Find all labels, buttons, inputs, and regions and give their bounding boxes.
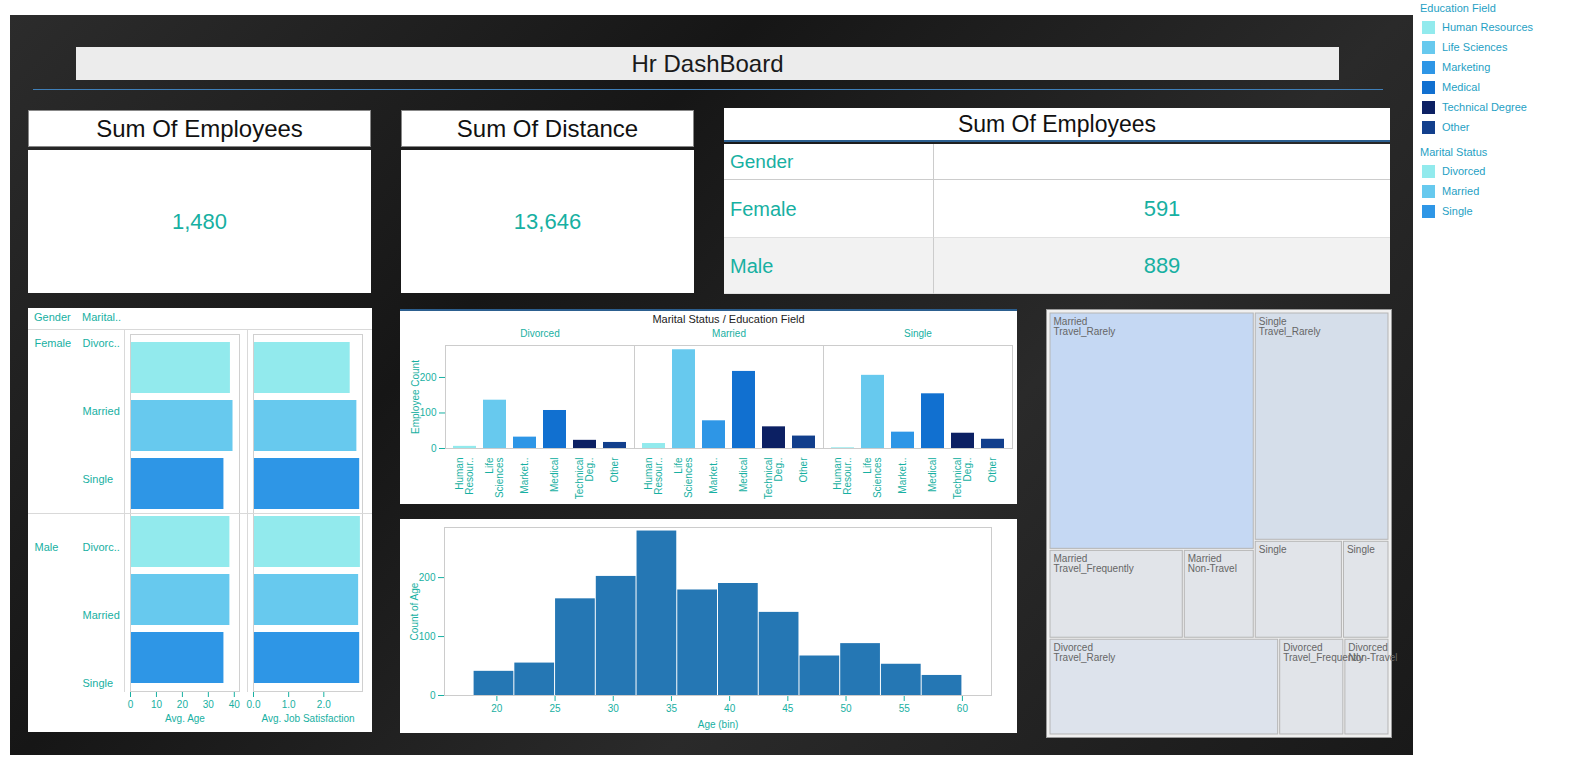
svg-text:Married: Married — [712, 328, 746, 339]
svg-text:SingleTravel_Rarely: SingleTravel_Rarely — [1259, 316, 1321, 337]
svg-text:HumanResour..: HumanResour.. — [832, 458, 853, 495]
svg-text:Employee Count: Employee Count — [410, 360, 421, 434]
html-text:Marketing: Marketing — [1442, 61, 1491, 73]
svg-text:60: 60 — [957, 703, 969, 714]
html-text:Gender: Gender — [34, 311, 71, 323]
svg-text:MarriedTravel_Rarely: MarriedTravel_Rarely — [1054, 316, 1116, 337]
svg-text:DivorcedNon-Travel: DivorcedNon-Travel — [1348, 642, 1397, 663]
svg-text:Other: Other — [987, 457, 998, 483]
svg-text:200: 200 — [419, 572, 436, 583]
svg-text:LifeSciences: LifeSciences — [862, 457, 883, 498]
html-text:591: 591 — [1143, 195, 1181, 221]
svg-text:0: 0 — [431, 443, 437, 454]
svg-text:10: 10 — [151, 699, 163, 710]
html-text:Gender: Gender — [730, 151, 794, 172]
html-text:Single: Single — [1442, 205, 1473, 217]
svg-text:MarriedTravel_Frequently: MarriedTravel_Frequently — [1054, 553, 1134, 574]
svg-text:Avg. Job Satisfaction: Avg. Job Satisfaction — [261, 713, 354, 724]
html-text:Travel_Frequently: Travel_Frequently — [1283, 651, 1364, 663]
html-text:Male: Male — [730, 255, 774, 277]
svg-text:Count of Age: Count of Age — [409, 582, 420, 640]
svg-text:2.0: 2.0 — [317, 699, 331, 710]
svg-text:45: 45 — [782, 703, 794, 714]
html-text:Medical: Medical — [1442, 81, 1480, 93]
svg-text:Other: Other — [609, 457, 620, 483]
svg-text:100: 100 — [419, 631, 436, 642]
svg-text:50: 50 — [840, 703, 852, 714]
svg-text:20: 20 — [177, 699, 189, 710]
html-text:Marital Status / Education Fie: Marital Status / Education Field — [652, 313, 805, 325]
svg-text:HumanResour..: HumanResour.. — [643, 458, 664, 495]
svg-text:Market..: Market.. — [519, 458, 530, 494]
svg-text:Avg. Age: Avg. Age — [165, 713, 205, 724]
html-text:Life Sciences: Life Sciences — [1442, 41, 1508, 53]
svg-text:30: 30 — [203, 699, 215, 710]
svg-text:TechnicalDeg..: TechnicalDeg.. — [574, 458, 595, 500]
svg-text:55: 55 — [899, 703, 911, 714]
svg-text:Market..: Market.. — [897, 458, 908, 494]
svg-text:Divorced: Divorced — [520, 328, 559, 339]
html-text:Marital..: Marital.. — [82, 311, 122, 323]
svg-text:30: 30 — [608, 703, 620, 714]
html-text:Hr DashBoard: Hr DashBoard — [631, 49, 784, 77]
html-text:889: 889 — [1143, 252, 1181, 278]
svg-text:Market..: Market.. — [708, 458, 719, 494]
svg-text:Medical: Medical — [738, 458, 749, 492]
svg-text:20: 20 — [491, 703, 503, 714]
html-text:Marital Status: Marital Status — [1420, 146, 1488, 158]
html-text:Female: Female — [730, 198, 797, 220]
html-text:Human Resources: Human Resources — [1442, 21, 1534, 33]
svg-text:40: 40 — [724, 703, 736, 714]
svg-text:Single: Single — [83, 473, 114, 485]
svg-text:Married: Married — [83, 405, 120, 417]
svg-text:Medical: Medical — [927, 458, 938, 492]
svg-text:HumanResour..: HumanResour.. — [454, 458, 475, 495]
html-text:Other: Other — [1442, 121, 1470, 133]
svg-text:40: 40 — [229, 699, 241, 710]
svg-text:DivorcedTravel_Rarely: DivorcedTravel_Rarely — [1054, 642, 1116, 663]
svg-text:Divorc..: Divorc.. — [83, 541, 120, 553]
svg-text:200: 200 — [420, 372, 437, 383]
html-text:Technical Degree: Technical Degree — [1442, 101, 1527, 113]
html-text:Education Field: Education Field — [1420, 2, 1496, 14]
svg-text:Male: Male — [35, 541, 59, 553]
svg-text:0: 0 — [430, 690, 436, 701]
html-text:Sum Of Employees: Sum Of Employees — [96, 114, 303, 142]
html-text:13,646: 13,646 — [513, 208, 582, 234]
html-text:Sum Of Employees: Sum Of Employees — [957, 110, 1157, 137]
svg-text:Single: Single — [1347, 544, 1375, 555]
html-text:Divorced: Divorced — [1442, 165, 1486, 177]
svg-text:Divorc..: Divorc.. — [83, 337, 120, 349]
svg-text:Medical: Medical — [549, 458, 560, 492]
svg-text:MarriedNon-Travel: MarriedNon-Travel — [1188, 553, 1237, 574]
svg-text:Age (bin): Age (bin) — [698, 719, 739, 730]
svg-text:0: 0 — [128, 699, 134, 710]
svg-text:25: 25 — [550, 703, 562, 714]
svg-text:LifeSciences: LifeSciences — [673, 457, 694, 498]
svg-text:Single: Single — [1259, 544, 1287, 555]
svg-text:0.0: 0.0 — [247, 699, 261, 710]
svg-text:Other: Other — [798, 457, 809, 483]
html-text:Divorced: Divorced — [1283, 641, 1323, 653]
svg-text:Single: Single — [83, 677, 114, 689]
svg-text:Female: Female — [35, 337, 72, 349]
svg-text:Single: Single — [904, 328, 932, 339]
svg-text:TechnicalDeg..: TechnicalDeg.. — [952, 458, 973, 500]
svg-text:LifeSciences: LifeSciences — [484, 457, 505, 498]
svg-text:TechnicalDeg..: TechnicalDeg.. — [763, 458, 784, 500]
svg-text:100: 100 — [420, 407, 437, 418]
svg-text:Married: Married — [83, 609, 120, 621]
html-text:Sum Of Distance: Sum Of Distance — [456, 114, 639, 142]
svg-text:1.0: 1.0 — [282, 699, 296, 710]
svg-text:35: 35 — [666, 703, 678, 714]
html-text:1,480: 1,480 — [172, 208, 227, 234]
html-text:Married: Married — [1442, 185, 1480, 197]
